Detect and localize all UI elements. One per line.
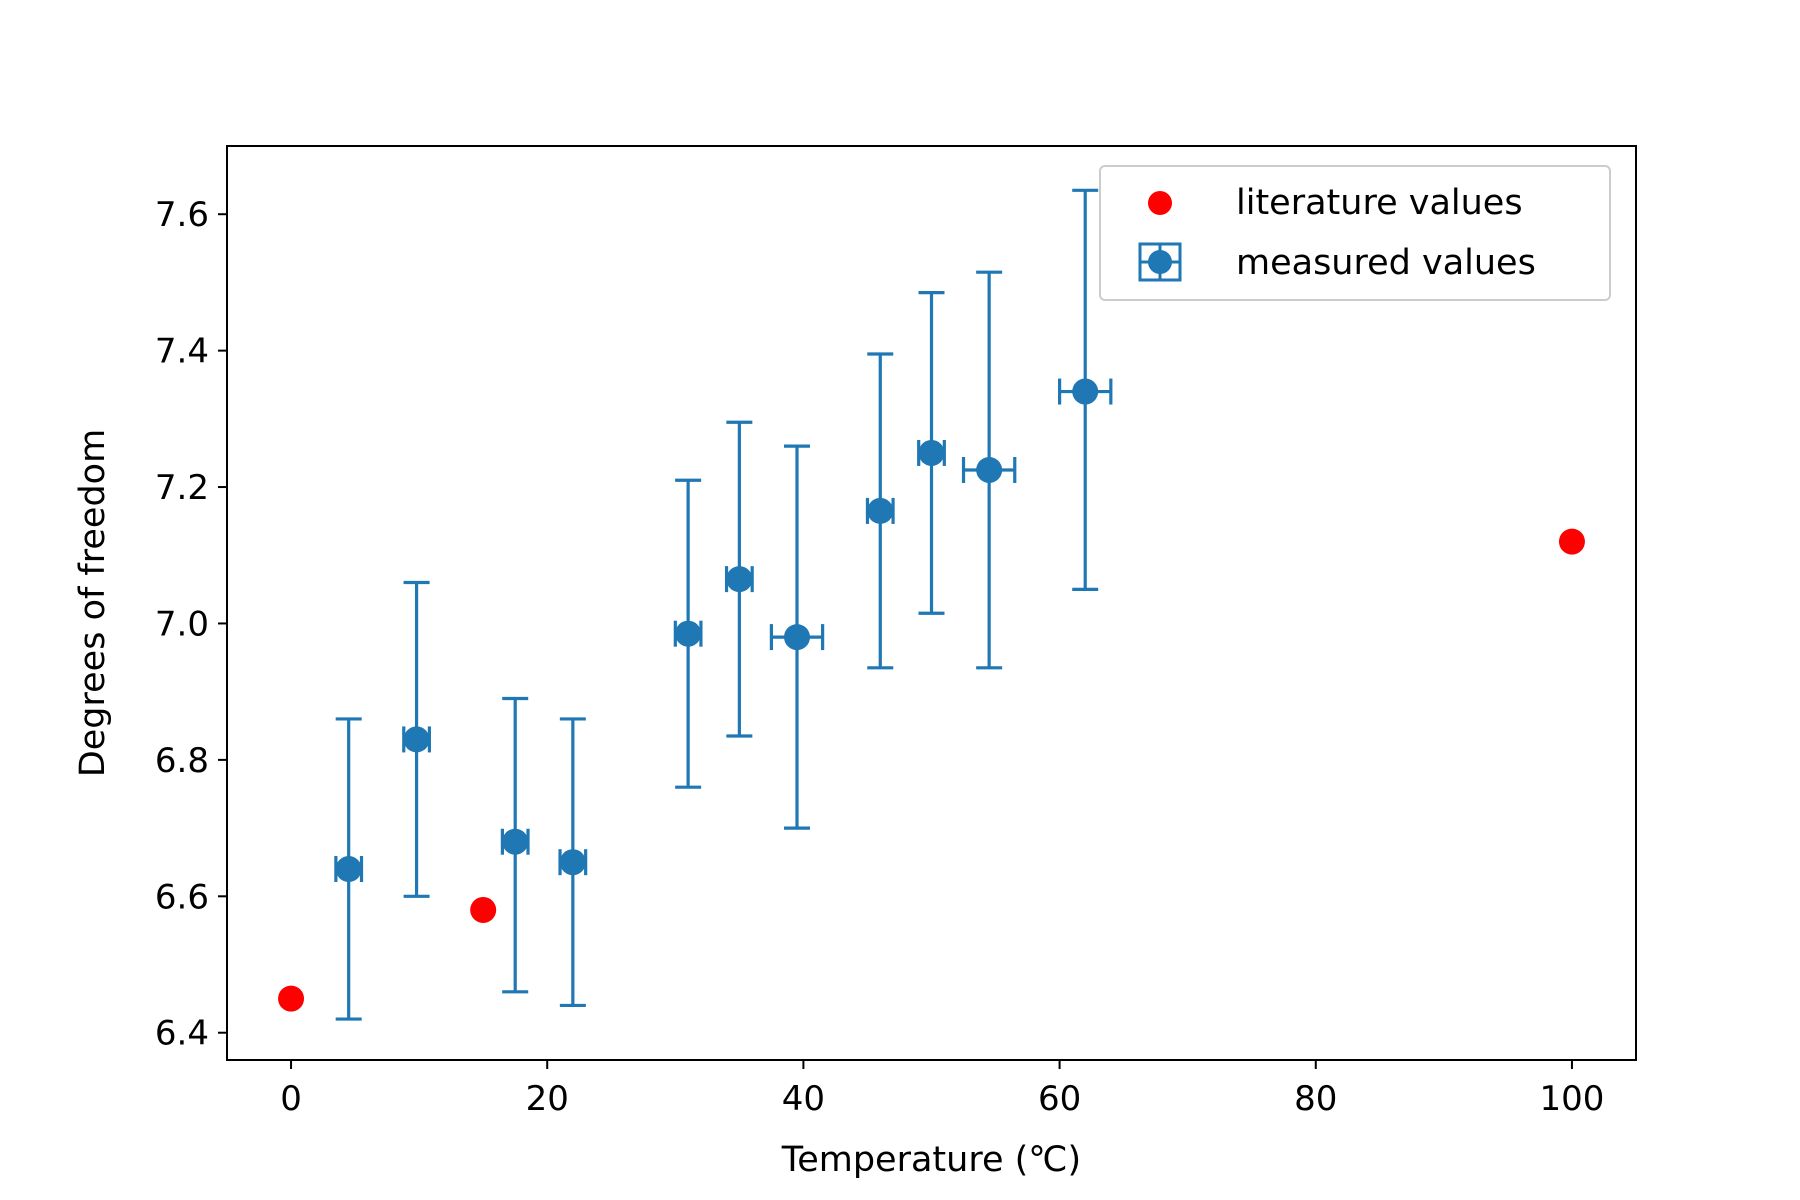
legend-marker-measured xyxy=(1138,242,1182,282)
y-tick-label: 6.8 xyxy=(155,741,209,781)
y-tick-label: 6.6 xyxy=(155,877,209,917)
marks-layer xyxy=(278,188,1585,1021)
x-tick-label: 100 xyxy=(1540,1079,1605,1119)
measured-marker xyxy=(976,456,1003,483)
data-point-literature xyxy=(470,896,497,923)
data-point-measured xyxy=(917,291,946,615)
data-point-measured xyxy=(769,444,825,830)
axes-layer: 0 20 40 60 80 100 6.4 6.6 6.8 7.0 7.2 7.4 7.6 xyxy=(155,195,1604,1119)
x-tick-label: 40 xyxy=(782,1079,825,1119)
y-tick-label: 7.4 xyxy=(155,332,209,372)
x-tick-label: 80 xyxy=(1294,1079,1337,1119)
x-tick-label: 0 xyxy=(280,1079,302,1119)
data-point-measured xyxy=(402,580,431,898)
legend-measured-dot xyxy=(1148,250,1172,274)
measured-marker xyxy=(403,726,430,753)
x-tick-label: 20 xyxy=(526,1079,569,1119)
measured-marker xyxy=(1072,378,1099,405)
data-point-measured xyxy=(724,420,754,738)
data-point-measured xyxy=(500,696,530,994)
x-tick-label: 60 xyxy=(1038,1079,1081,1119)
measured-marker xyxy=(784,624,811,651)
data-point-measured xyxy=(558,717,588,1008)
y-axis-label: Degrees of freedom xyxy=(73,429,113,777)
legend-box xyxy=(1099,165,1611,301)
measured-marker xyxy=(867,497,894,524)
data-point-measured xyxy=(1057,188,1113,591)
y-tick-label: 7.0 xyxy=(155,604,209,644)
legend: literature values measured values xyxy=(1099,165,1611,301)
legend-label-measured: measured values xyxy=(1236,243,1536,283)
measured-marker xyxy=(918,439,945,466)
data-point-measured xyxy=(673,478,703,789)
measured-marker xyxy=(675,620,702,647)
measured-marker xyxy=(502,828,529,855)
data-point-literature xyxy=(278,985,305,1012)
y-tick-label: 7.2 xyxy=(155,468,209,508)
data-point-measured xyxy=(865,352,895,670)
plot-frame xyxy=(226,145,1637,1061)
measured-marker xyxy=(335,856,362,883)
y-tick-label: 7.6 xyxy=(155,195,209,235)
legend-label-literature: literature values xyxy=(1236,183,1523,223)
data-point-measured xyxy=(334,717,364,1021)
data-point-measured xyxy=(961,270,1017,670)
legend-marker-literature xyxy=(1148,191,1172,215)
measured-marker xyxy=(559,849,586,876)
y-tick-label: 6.4 xyxy=(155,1014,209,1054)
measured-marker xyxy=(726,566,753,593)
x-axis-label: Temperature (℃) xyxy=(781,1140,1081,1180)
data-point-literature xyxy=(1558,528,1585,555)
